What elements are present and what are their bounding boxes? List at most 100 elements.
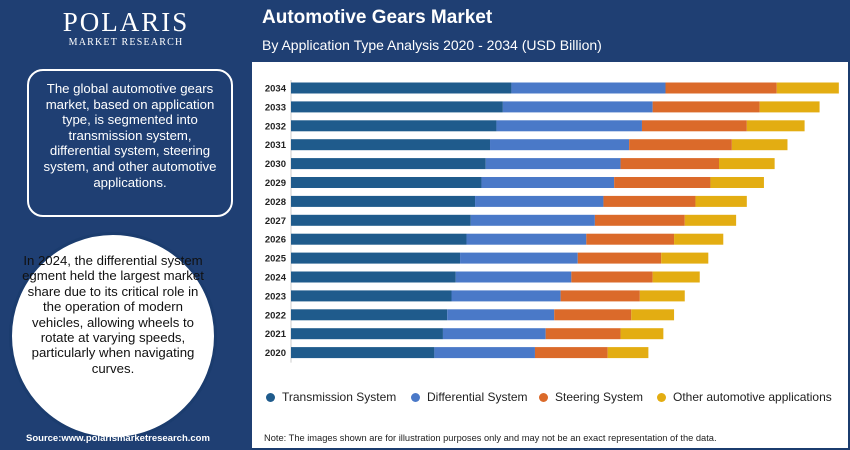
chart-title: Automotive Gears Market [262, 7, 493, 28]
legend-swatch [539, 393, 548, 402]
legend-item: Differential System [411, 390, 527, 404]
bar-segment-other-automotive-applications-2027 [684, 214, 737, 226]
y-tick-label: 2031 [265, 140, 287, 151]
bar-segment-steering-system-2034 [665, 82, 777, 94]
y-tick-label: 2029 [265, 178, 286, 189]
y-tick-label: 2032 [265, 121, 286, 132]
legend-label: Differential System [427, 390, 528, 404]
bar-segment-differential-system-2024 [455, 271, 572, 283]
bar-segment-transmission-system-2034 [291, 82, 512, 94]
sidebar: POLARIS MARKET RESEARCH The global autom… [0, 0, 252, 450]
source-text: Source:www.polarismarketresearch.com [26, 433, 210, 444]
bar-segment-differential-system-2031 [490, 139, 630, 151]
bar-segment-transmission-system-2032 [291, 120, 497, 132]
bar-segment-transmission-system-2030 [291, 158, 486, 170]
legend-label: Steering System [555, 390, 644, 404]
bar-segment-transmission-system-2020 [291, 347, 435, 359]
bar-segment-differential-system-2026 [466, 233, 587, 245]
bar-segment-other-automotive-applications-2034 [776, 82, 839, 94]
y-tick-label: 2027 [265, 216, 286, 227]
legend-item: Transmission System [266, 390, 396, 404]
bar-segment-steering-system-2020 [534, 347, 608, 359]
bar-segment-steering-system-2024 [571, 271, 653, 283]
legend-swatch [266, 393, 275, 402]
y-tick-label: 2033 [265, 102, 286, 113]
bar-segment-other-automotive-applications-2025 [661, 252, 709, 264]
y-tick-label: 2021 [265, 329, 287, 340]
bar-segment-steering-system-2026 [586, 233, 675, 245]
bar-segment-other-automotive-applications-2021 [620, 328, 664, 340]
chart-subtitle: By Application Type Analysis 2020 - 2034… [262, 37, 602, 53]
bar-segment-steering-system-2029 [614, 177, 711, 188]
bar-segment-differential-system-2034 [511, 82, 666, 94]
stacked-bar-chart: 2034 2033 2032 2031 2030 2029 2028 2027 2026 2025… [265, 80, 839, 363]
bar-segment-steering-system-2023 [560, 290, 640, 302]
bar-segment-differential-system-2020 [434, 347, 535, 359]
summary-box: The global automotive gears market, base… [27, 69, 233, 217]
y-tick-label: 2025 [265, 254, 287, 265]
bar-segment-other-automotive-applications-2028 [695, 195, 747, 207]
bar-segment-transmission-system-2031 [291, 139, 491, 151]
y-tick-label: 2026 [265, 235, 286, 246]
logo-tagline: MARKET RESEARCH [68, 37, 184, 48]
bar-segment-other-automotive-applications-2030 [719, 158, 775, 170]
bar-segment-other-automotive-applications-2032 [746, 120, 805, 132]
y-tick-label: 2030 [265, 159, 286, 170]
bar-segment-differential-system-2033 [502, 101, 653, 113]
logo: POLARIS MARKET RESEARCH [0, 8, 252, 48]
chart-header: Automotive Gears Market By Application T… [252, 0, 850, 62]
bar-segment-other-automotive-applications-2023 [639, 290, 685, 302]
bar-segment-transmission-system-2029 [291, 177, 482, 188]
bar-segment-other-automotive-applications-2022 [631, 309, 675, 321]
bar-segment-differential-system-2030 [485, 158, 621, 170]
legend-swatch [657, 393, 666, 402]
bar-segment-transmission-system-2024 [291, 271, 456, 283]
bar-segment-transmission-system-2023 [291, 290, 452, 302]
bar-segment-differential-system-2032 [496, 120, 642, 132]
bar-segment-other-automotive-applications-2029 [710, 177, 764, 188]
bar-segment-differential-system-2029 [481, 177, 615, 188]
highlight-circle: In 2024, the differential system egment … [9, 232, 217, 440]
y-tick-label: 2023 [265, 291, 286, 302]
legend-label: Other automotive applications [673, 390, 832, 404]
legend-swatch [411, 393, 420, 402]
bar-segment-steering-system-2025 [577, 252, 662, 264]
legend-item: Other automotive applications [657, 390, 832, 404]
bar-segment-steering-system-2031 [629, 139, 732, 151]
bar-segment-steering-system-2028 [603, 195, 696, 207]
bar-segment-steering-system-2022 [554, 309, 632, 321]
y-tick-label: 2022 [265, 310, 286, 321]
bar-segment-other-automotive-applications-2024 [652, 271, 700, 283]
bar-segment-differential-system-2022 [447, 309, 555, 321]
bar-segment-transmission-system-2025 [291, 252, 461, 264]
y-tick-label: 2020 [265, 348, 286, 359]
bar-segment-differential-system-2028 [475, 195, 604, 207]
highlight-text: In 2024, the differential system egment … [22, 253, 204, 376]
legend-label: Transmission System [282, 390, 397, 404]
bar-segment-differential-system-2027 [470, 214, 595, 226]
logo-name: POLARIS [62, 7, 190, 37]
bar-segment-other-automotive-applications-2031 [731, 139, 788, 151]
bar-segment-transmission-system-2027 [291, 214, 471, 226]
bar-segment-steering-system-2027 [594, 214, 685, 226]
bar-segment-steering-system-2032 [641, 120, 747, 132]
bar-segment-differential-system-2023 [451, 290, 561, 302]
bar-segment-transmission-system-2028 [291, 195, 476, 207]
y-tick-label: 2024 [265, 273, 287, 284]
bar-segment-transmission-system-2021 [291, 328, 443, 340]
bar-segment-steering-system-2021 [545, 328, 621, 340]
legend-item: Steering System [539, 390, 643, 404]
bar-segment-differential-system-2025 [460, 252, 578, 264]
bar-segment-transmission-system-2026 [291, 233, 467, 245]
bar-segment-transmission-system-2022 [291, 309, 448, 321]
footer-note: Note: The images shown are for illustrat… [264, 433, 717, 443]
summary-text: The global automotive gears market, base… [43, 81, 217, 190]
bar-segment-differential-system-2021 [442, 328, 546, 340]
bar-segment-other-automotive-applications-2033 [759, 101, 820, 113]
bar-segment-transmission-system-2033 [291, 101, 503, 113]
bar-segment-steering-system-2030 [620, 158, 719, 170]
y-tick-label: 2034 [265, 84, 287, 95]
bar-segment-other-automotive-applications-2020 [607, 347, 649, 359]
bar-segment-steering-system-2033 [652, 101, 760, 113]
bar-segment-other-automotive-applications-2026 [674, 233, 724, 245]
